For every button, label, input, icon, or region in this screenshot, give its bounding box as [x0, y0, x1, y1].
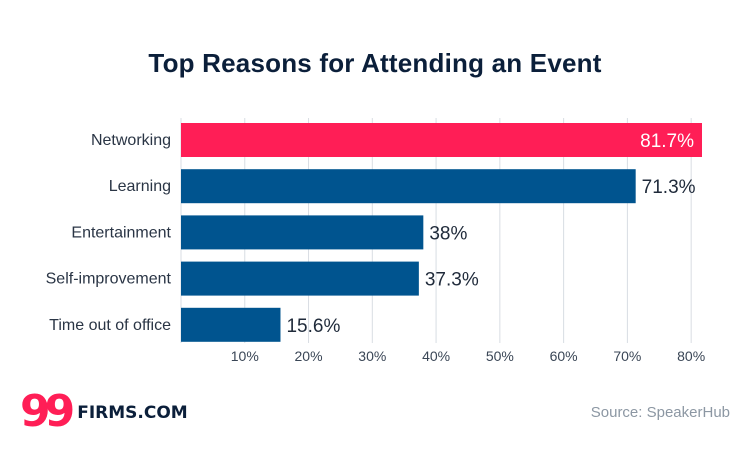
x-tick-label: 10% [231, 348, 259, 364]
category-label: Time out of office [49, 317, 171, 334]
source-note: Source: SpeakerHub [590, 404, 730, 421]
bar-self-improvement [181, 261, 419, 296]
x-tick-label: 70% [613, 348, 641, 364]
bar-chart: 10% 20% 30% 40% 50% 60% 70% 80% Networking 81.7% L… [46, 118, 705, 364]
x-tick-label: 40% [422, 348, 450, 364]
value-label: 15.6% [286, 316, 340, 337]
category-label: Self-improvement [46, 271, 172, 288]
value-label: 81.7% [640, 131, 694, 152]
bar-time-out-of-office [181, 307, 281, 342]
chart-title: Top Reasons for Attending an Event [148, 48, 602, 78]
bar-networking [181, 123, 702, 157]
category-label: Networking [91, 132, 171, 149]
brand-logo: 99 FIRMS.COM [20, 386, 188, 437]
value-label: 71.3% [642, 177, 696, 198]
x-tick-label: 30% [358, 348, 386, 364]
value-label: 38% [429, 223, 467, 244]
category-label: Learning [109, 178, 171, 195]
bar-learning [181, 169, 636, 204]
logo-number: 99 [20, 386, 75, 437]
x-tick-label: 20% [295, 348, 323, 364]
x-tick-label: 50% [486, 348, 514, 364]
category-label: Entertainment [71, 224, 171, 241]
logo-text: FIRMS.COM [77, 403, 188, 423]
x-tick-label: 80% [677, 348, 705, 364]
x-tick-label: 60% [550, 348, 578, 364]
bar-entertainment [181, 215, 424, 250]
value-label: 37.3% [425, 270, 479, 291]
